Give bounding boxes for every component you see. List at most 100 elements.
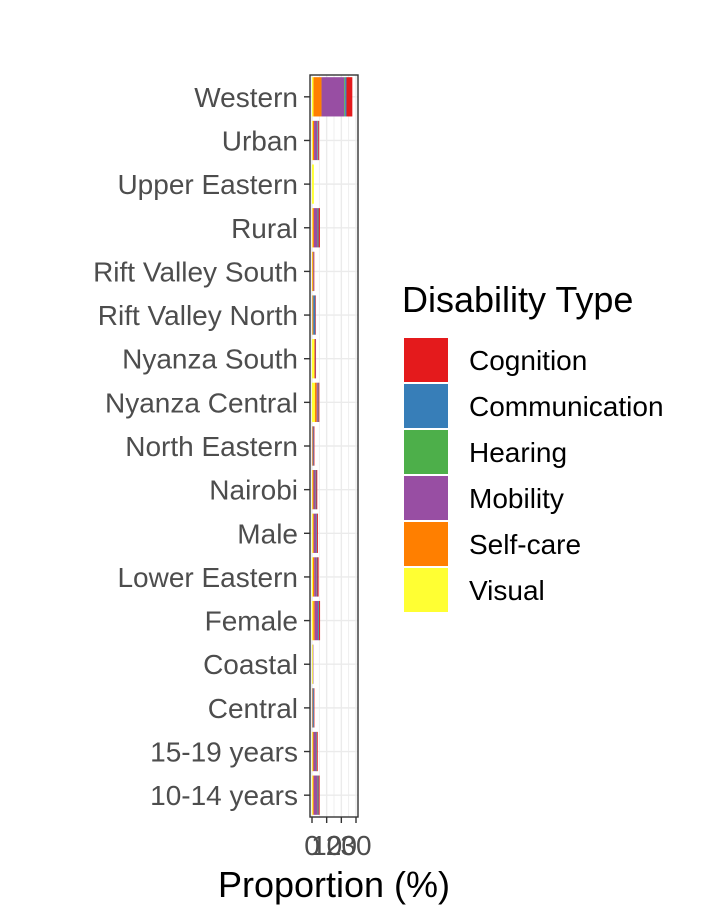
legend-key-self-care: [404, 522, 448, 566]
bar-central-cognition: [313, 688, 315, 728]
bar-rift-valley-north-self-care: [312, 295, 313, 335]
bar-urban-communication: [317, 120, 319, 161]
category-label-female: Female: [205, 606, 298, 637]
bar-10-14-years-hearing: [317, 775, 319, 815]
x-tick-label-30: 30: [340, 830, 371, 861]
x-axis-title: Proportion (%): [218, 864, 450, 905]
bar-western-cognition: [346, 77, 353, 117]
bar-lower-eastern-mobility: [314, 557, 317, 597]
category-label-10-14-years: 10-14 years: [150, 780, 298, 811]
bar-rural-visual: [312, 208, 313, 248]
bar-urban-hearing: [317, 120, 318, 161]
bar-female-communication: [318, 600, 320, 641]
category-label-15-19-years: 15-19 years: [150, 737, 298, 768]
bar-rift-valley-south-self-care: [312, 251, 314, 292]
bar-rift-valley-north-visual: [312, 295, 313, 335]
bar-female-mobility: [314, 600, 319, 641]
bar-female-visual: [312, 600, 314, 641]
bar-rift-valley-north-communication: [313, 295, 316, 335]
bar-rural-communication: [318, 208, 319, 248]
bar-north-eastern-visual: [312, 426, 313, 466]
x-tick-label-10: 10: [311, 830, 342, 861]
bar-rural-cognition: [318, 208, 320, 248]
bar-male-cognition: [317, 513, 319, 553]
bar-nyanza-south-visual: [312, 339, 315, 379]
legend-key-cognition: [404, 338, 448, 382]
bar-central-communication: [312, 688, 314, 728]
x-tick-label-20: 20: [326, 830, 357, 861]
bar-nyanza-central-hearing: [317, 382, 319, 422]
bar-coastal-visual: [312, 644, 313, 684]
bar-female-cognition: [319, 600, 321, 641]
bar-rural-self-care: [312, 208, 314, 248]
bar-nyanza-south-self-care: [314, 339, 315, 379]
legend-key-mobility: [404, 476, 448, 520]
bar-female-self-care: [313, 600, 315, 641]
bar-central-visual: [312, 688, 313, 728]
bar-15-19-years-self-care: [312, 731, 314, 772]
category-label-rural: Rural: [231, 213, 298, 244]
bar-nairobi-mobility: [313, 470, 316, 510]
bar-north-eastern-cognition: [313, 426, 315, 466]
bar-female-hearing: [318, 600, 319, 641]
category-label-nairobi: Nairobi: [209, 475, 298, 506]
bar-15-19-years-mobility: [313, 731, 317, 772]
legend-title: Disability Type: [402, 279, 633, 320]
bar-nairobi-hearing: [315, 470, 317, 510]
category-label-western: Western: [194, 82, 298, 113]
bar-western-hearing: [344, 77, 346, 117]
bar-north-eastern-self-care: [312, 426, 313, 466]
category-label-upper-eastern: Upper Eastern: [117, 169, 298, 200]
legend-key-communication: [404, 384, 448, 428]
bar-male-hearing: [316, 513, 317, 553]
bar-15-19-years-hearing: [316, 731, 317, 772]
bar-nyanza-central-self-care: [314, 382, 317, 422]
bar-urban-self-care: [312, 120, 315, 161]
bar-western-mobility: [321, 77, 345, 117]
bar-lower-eastern-hearing: [316, 557, 318, 597]
legend-label-visual: Visual: [469, 575, 545, 606]
bar-lower-eastern-communication: [316, 557, 318, 597]
bar-lower-eastern-visual: [312, 557, 314, 597]
bar-north-eastern-mobility: [312, 426, 314, 466]
bar-15-19-years-visual: [312, 731, 313, 772]
bar-nyanza-south-mobility: [314, 339, 316, 379]
bar-male-visual: [312, 513, 313, 553]
bar-nairobi-communication: [315, 470, 317, 510]
category-label-coastal: Coastal: [203, 649, 298, 680]
bar-central-mobility: [312, 688, 313, 728]
bar-coastal-mobility: [312, 644, 314, 684]
bar-rift-valley-south-visual: [312, 251, 313, 292]
grid-lines: [310, 75, 358, 817]
bar-nyanza-central-communication: [318, 382, 319, 422]
bar-nyanza-south-cognition: [315, 339, 317, 379]
bar-lower-eastern-cognition: [317, 557, 319, 597]
category-label-male: Male: [237, 518, 298, 549]
category-label-central: Central: [208, 693, 298, 724]
bar-rift-valley-south-cognition: [313, 251, 315, 292]
bar-rift-valley-north-cognition: [315, 295, 316, 335]
bar-male-mobility: [313, 513, 317, 553]
bar-western-visual: [312, 77, 314, 117]
bar-urban-mobility: [314, 120, 318, 161]
bar-rift-valley-north-mobility: [312, 295, 314, 335]
legend-label-hearing: Hearing: [469, 437, 567, 468]
bar-rural-hearing: [317, 208, 319, 248]
bar-nairobi-visual: [312, 470, 313, 510]
category-label-rift-valley-north: Rift Valley North: [98, 300, 298, 331]
legend-label-self-care: Self-care: [469, 529, 581, 560]
legend-label-mobility: Mobility: [469, 483, 564, 514]
bar-nairobi-cognition: [316, 470, 318, 510]
x-tick-label-0: 0: [304, 830, 320, 861]
bar-rift-valley-south-mobility: [313, 251, 314, 292]
bar-north-eastern-communication: [313, 426, 315, 466]
category-label-nyanza-central: Nyanza Central: [105, 387, 298, 418]
bar-15-19-years-communication: [316, 731, 317, 772]
bar-urban-cognition: [318, 120, 320, 161]
bar-lower-eastern-self-care: [313, 557, 315, 597]
legend-label-cognition: Cognition: [469, 345, 587, 376]
category-label-rift-valley-south: Rift Valley South: [93, 256, 298, 287]
bar-10-14-years-cognition: [318, 775, 320, 815]
